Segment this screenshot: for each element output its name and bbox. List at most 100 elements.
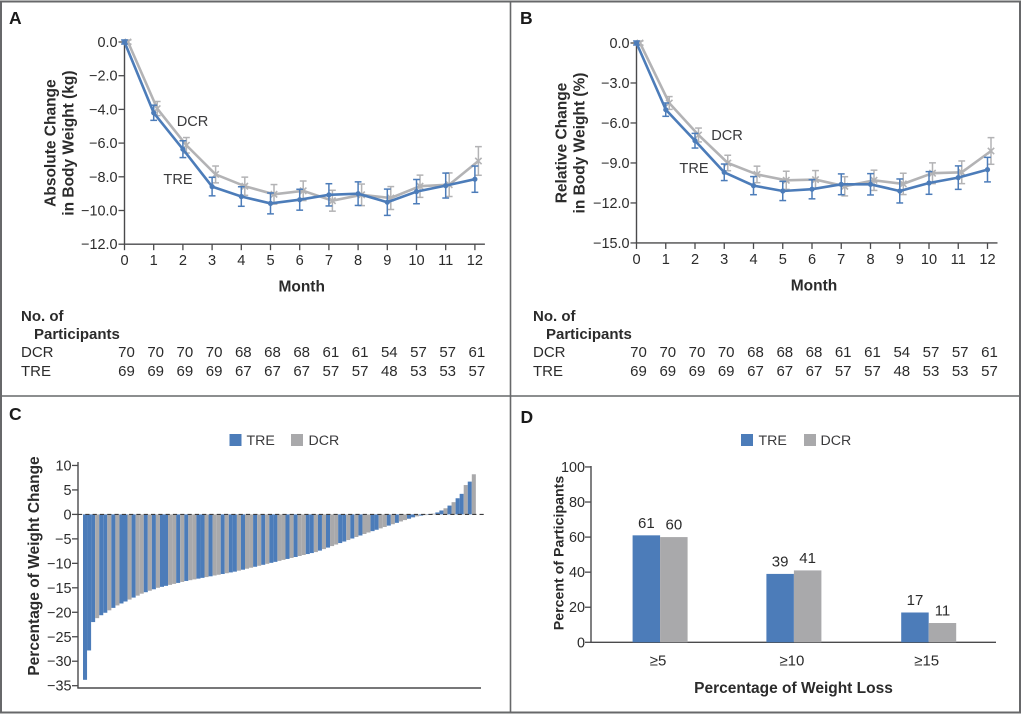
svg-text:57: 57 bbox=[469, 363, 486, 380]
svg-text:4: 4 bbox=[749, 252, 757, 268]
svg-text:57: 57 bbox=[923, 344, 940, 361]
svg-text:61: 61 bbox=[864, 344, 881, 361]
svg-text:68: 68 bbox=[776, 344, 793, 361]
svg-text:61: 61 bbox=[638, 515, 655, 532]
svg-text:57: 57 bbox=[835, 363, 852, 380]
svg-text:0.0: 0.0 bbox=[609, 36, 629, 52]
svg-text:2: 2 bbox=[691, 252, 699, 268]
svg-text:11: 11 bbox=[935, 603, 951, 620]
svg-text:9: 9 bbox=[896, 252, 904, 268]
svg-text:48: 48 bbox=[381, 363, 398, 380]
svg-text:10: 10 bbox=[55, 459, 71, 475]
svg-text:C: C bbox=[9, 404, 22, 424]
svg-text:−15.0: −15.0 bbox=[593, 236, 629, 252]
svg-text:−5: −5 bbox=[55, 532, 71, 548]
svg-text:−12.0: −12.0 bbox=[593, 196, 629, 212]
svg-text:No. of: No. of bbox=[533, 308, 576, 325]
svg-text:DCR: DCR bbox=[177, 114, 209, 130]
svg-text:TRE: TRE bbox=[21, 363, 51, 380]
svg-text:D: D bbox=[521, 407, 534, 427]
svg-text:61: 61 bbox=[323, 344, 340, 361]
svg-text:80: 80 bbox=[569, 495, 585, 511]
svg-text:5: 5 bbox=[63, 483, 71, 499]
svg-text:17: 17 bbox=[907, 592, 924, 609]
svg-text:Absolute Change: Absolute Change bbox=[43, 79, 60, 207]
svg-text:67: 67 bbox=[235, 363, 252, 380]
svg-text:70: 70 bbox=[689, 344, 706, 361]
svg-text:61: 61 bbox=[469, 344, 486, 361]
svg-text:57: 57 bbox=[952, 344, 969, 361]
svg-text:70: 70 bbox=[630, 344, 647, 361]
svg-text:DCR: DCR bbox=[533, 344, 566, 361]
svg-text:69: 69 bbox=[118, 363, 135, 380]
svg-text:57: 57 bbox=[864, 363, 881, 380]
svg-text:8: 8 bbox=[354, 253, 362, 269]
svg-text:−6.0: −6.0 bbox=[601, 116, 629, 132]
svg-text:20: 20 bbox=[569, 600, 585, 616]
svg-text:67: 67 bbox=[776, 363, 793, 380]
svg-text:57: 57 bbox=[352, 363, 369, 380]
svg-text:40: 40 bbox=[569, 565, 585, 581]
svg-text:5: 5 bbox=[779, 252, 787, 268]
svg-text:70: 70 bbox=[718, 344, 735, 361]
svg-text:in Body Weight (kg): in Body Weight (kg) bbox=[61, 70, 78, 215]
svg-text:48: 48 bbox=[893, 363, 910, 380]
svg-text:41: 41 bbox=[799, 550, 816, 567]
svg-text:67: 67 bbox=[293, 363, 310, 380]
svg-text:39: 39 bbox=[772, 553, 789, 570]
svg-text:0: 0 bbox=[120, 253, 128, 269]
svg-text:−25: −25 bbox=[47, 630, 71, 646]
svg-text:TRE: TRE bbox=[533, 363, 563, 380]
svg-text:68: 68 bbox=[806, 344, 823, 361]
svg-text:60: 60 bbox=[569, 530, 585, 546]
svg-text:Month: Month bbox=[278, 279, 324, 296]
svg-text:TRE: TRE bbox=[759, 433, 787, 449]
svg-text:69: 69 bbox=[718, 363, 735, 380]
svg-text:67: 67 bbox=[806, 363, 823, 380]
svg-text:70: 70 bbox=[177, 344, 194, 361]
svg-text:A: A bbox=[9, 8, 22, 28]
svg-text:53: 53 bbox=[410, 363, 427, 380]
svg-text:67: 67 bbox=[264, 363, 281, 380]
svg-text:68: 68 bbox=[293, 344, 310, 361]
svg-text:54: 54 bbox=[381, 344, 398, 361]
svg-text:57: 57 bbox=[323, 363, 340, 380]
svg-text:−20: −20 bbox=[47, 605, 71, 621]
svg-text:7: 7 bbox=[837, 252, 845, 268]
svg-text:4: 4 bbox=[237, 253, 245, 269]
svg-text:≥10: ≥10 bbox=[779, 652, 804, 669]
svg-text:53: 53 bbox=[923, 363, 940, 380]
svg-text:54: 54 bbox=[893, 344, 910, 361]
svg-text:−6.0: −6.0 bbox=[89, 136, 117, 152]
svg-text:61: 61 bbox=[981, 344, 998, 361]
svg-text:TRE: TRE bbox=[247, 433, 275, 449]
svg-text:68: 68 bbox=[235, 344, 252, 361]
svg-text:Percentage of Weight Loss: Percentage of Weight Loss bbox=[694, 680, 893, 697]
svg-text:0.0: 0.0 bbox=[97, 35, 117, 51]
svg-text:11: 11 bbox=[438, 253, 453, 269]
svg-text:67: 67 bbox=[747, 363, 764, 380]
svg-text:70: 70 bbox=[206, 344, 223, 361]
svg-text:69: 69 bbox=[177, 363, 194, 380]
svg-text:−30: −30 bbox=[47, 654, 71, 670]
svg-text:DCR: DCR bbox=[21, 344, 54, 361]
svg-text:57: 57 bbox=[439, 344, 456, 361]
svg-text:5: 5 bbox=[266, 253, 274, 269]
svg-text:70: 70 bbox=[147, 344, 164, 361]
svg-text:Percentage of Weight Change: Percentage of Weight Change bbox=[26, 456, 43, 676]
svg-text:−8.0: −8.0 bbox=[89, 170, 117, 186]
svg-text:69: 69 bbox=[630, 363, 647, 380]
svg-text:8: 8 bbox=[866, 252, 874, 268]
svg-text:TRE: TRE bbox=[679, 161, 708, 177]
svg-text:Participants: Participants bbox=[34, 326, 120, 343]
svg-text:100: 100 bbox=[561, 460, 585, 476]
svg-text:DCR: DCR bbox=[711, 128, 743, 144]
svg-text:53: 53 bbox=[439, 363, 456, 380]
svg-text:6: 6 bbox=[808, 252, 816, 268]
svg-text:68: 68 bbox=[264, 344, 281, 361]
svg-text:≥5: ≥5 bbox=[650, 652, 667, 669]
svg-text:61: 61 bbox=[352, 344, 369, 361]
svg-text:53: 53 bbox=[952, 363, 969, 380]
svg-text:−15: −15 bbox=[47, 581, 71, 597]
svg-text:3: 3 bbox=[208, 253, 216, 269]
